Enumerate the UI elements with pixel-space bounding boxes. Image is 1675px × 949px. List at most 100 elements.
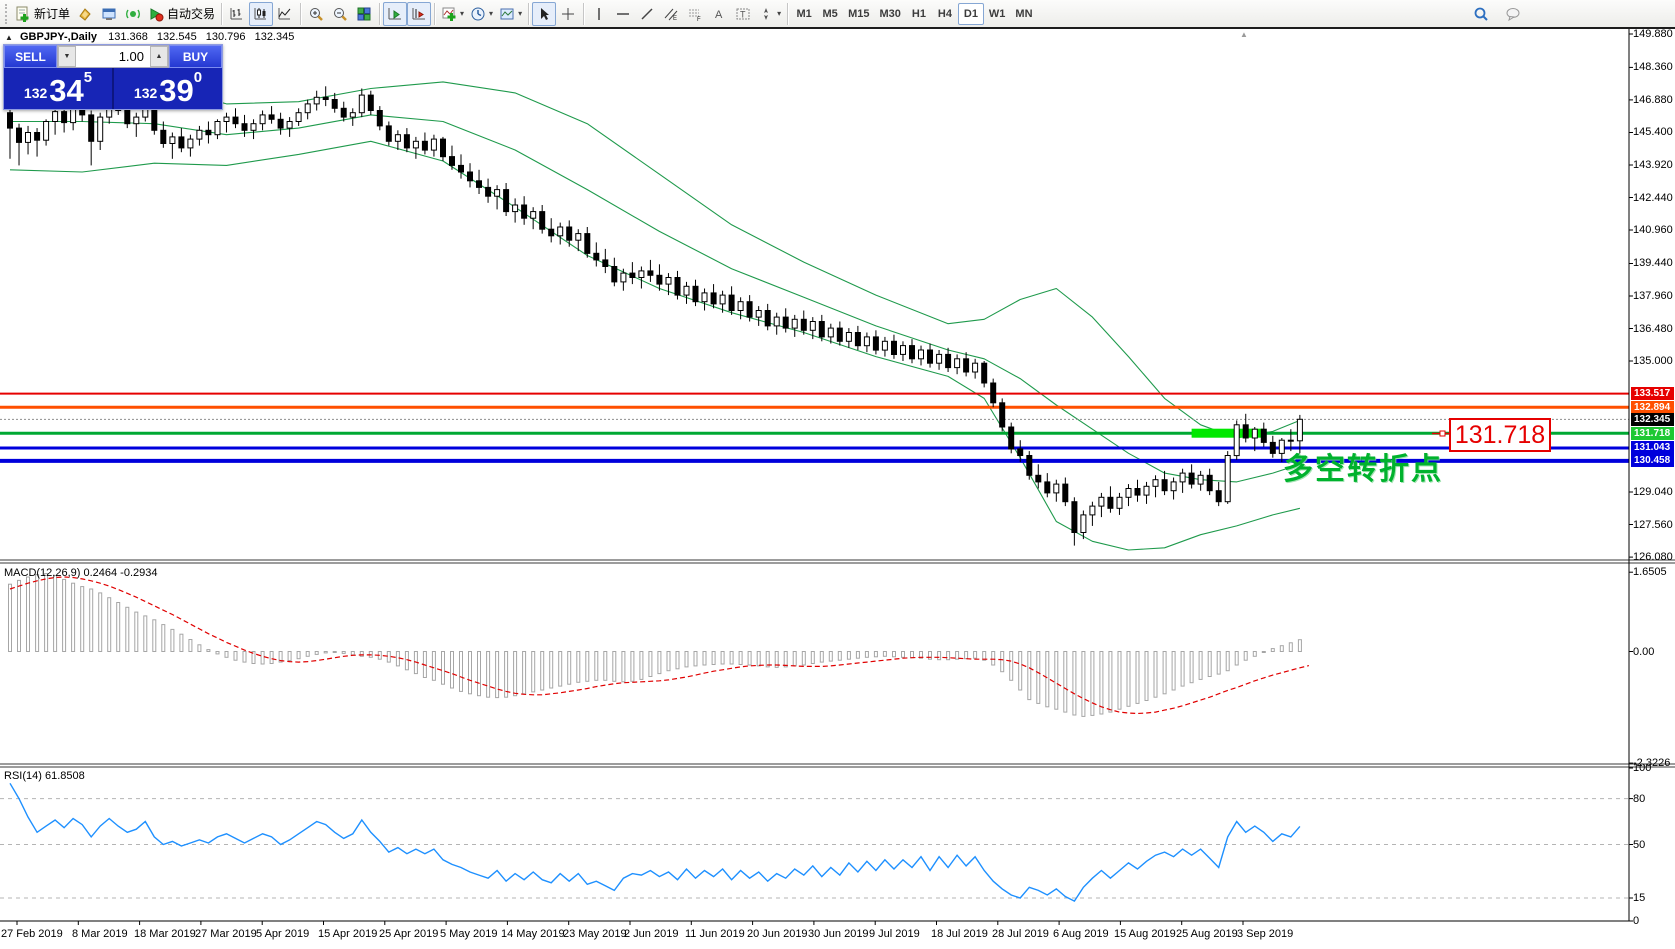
trendline-icon — [639, 6, 655, 22]
tile-windows-button[interactable] — [352, 2, 376, 26]
price-tick-label: 148.360 — [1633, 61, 1673, 73]
candlestick-chart-type-button[interactable] — [249, 1, 274, 26]
search-button[interactable] — [1469, 2, 1493, 26]
price-tick-label: 137.960 — [1633, 290, 1673, 302]
tf-button-M15[interactable]: M15 — [848, 7, 870, 20]
market-watch-icon — [77, 6, 93, 22]
date-tick-label: 18 Mar 2019 — [134, 928, 196, 940]
crosshair-tool-button[interactable] — [556, 2, 580, 26]
line-chart-type-button[interactable] — [273, 2, 297, 26]
data-window-icon — [101, 6, 117, 22]
date-tick-label: 6 Aug 2019 — [1053, 928, 1109, 940]
volume-increase-button[interactable]: ▲ — [150, 46, 168, 67]
buy-price[interactable]: 132 39 0 — [114, 68, 222, 109]
vertical-line-icon — [591, 6, 607, 22]
trendline-tool-button[interactable] — [635, 2, 659, 26]
new-order-button[interactable]: 新订单 — [12, 2, 73, 26]
chat-button[interactable] — [1501, 2, 1525, 26]
tf-button-H4[interactable]: H4 — [937, 7, 952, 20]
tf-button-M1[interactable]: M1 — [796, 7, 812, 20]
horizontal-line-tool-button[interactable] — [611, 2, 635, 26]
price-tick-label: 140.960 — [1633, 224, 1673, 236]
tf-button-M30[interactable]: M30 — [879, 7, 901, 20]
dropdown-caret-icon: ▾ — [777, 9, 782, 18]
dropdown-caret-icon: ▾ — [518, 9, 523, 18]
chart-shift-marker[interactable]: ▲ — [1240, 30, 1248, 39]
periods-button[interactable]: ▾ — [467, 2, 496, 26]
tf-button-M5[interactable]: M5 — [822, 7, 838, 20]
macd-label: MACD(12,26,9) 0.2464 -0.2934 — [4, 567, 158, 579]
chat-icon — [1505, 6, 1521, 22]
fibonacci-tool-button[interactable]: F — [683, 2, 707, 26]
volume-decrease-button[interactable]: ▼ — [58, 46, 76, 67]
macd-tick-label: 0.00 — [1633, 646, 1655, 658]
sell-price[interactable]: 132 34 5 — [4, 68, 114, 109]
price-tag-131.043: 131.043 — [1631, 441, 1674, 454]
arrows-tool-button[interactable]: ▾ — [755, 2, 784, 26]
dropdown-caret-icon: ▾ — [460, 9, 465, 18]
svg-text:T: T — [740, 9, 746, 19]
date-tick-label: 5 May 2019 — [440, 928, 498, 940]
vertical-line-tool-button[interactable] — [587, 2, 611, 26]
toolbar-separator — [528, 2, 530, 25]
date-tick-label: 8 Mar 2019 — [72, 928, 128, 940]
toolbar-separator — [300, 2, 302, 25]
price-tick-label: 139.440 — [1633, 257, 1673, 269]
new-order-icon — [15, 6, 31, 22]
collapse-panel-icon[interactable]: ▲ — [5, 33, 13, 42]
date-tick-label: 2 Jun 2019 — [624, 928, 679, 940]
data-window-button[interactable] — [97, 2, 121, 26]
window-border — [0, 27, 1675, 29]
svg-text:E: E — [673, 16, 677, 22]
price-tick-label: 135.000 — [1633, 355, 1673, 367]
price-callout-box[interactable]: 131.718 — [1449, 418, 1551, 452]
chart-shift-button[interactable] — [407, 1, 432, 26]
tf-button-H1[interactable]: H1 — [911, 7, 926, 20]
date-tick-label: 11 Jun 2019 — [685, 928, 745, 940]
sell-button[interactable]: SELL — [4, 45, 57, 68]
templates-icon — [499, 6, 515, 22]
indicators-button[interactable]: ▾ — [438, 2, 467, 26]
price-tick-label: 149.880 — [1633, 28, 1673, 40]
rsi-tick-label: 80 — [1633, 793, 1646, 805]
annotation-text[interactable]: 多空转折点 — [1283, 453, 1443, 486]
date-tick-label: 15 Aug 2019 — [1114, 928, 1176, 940]
cursor-tool-button[interactable] — [532, 1, 557, 26]
indicators-icon — [441, 6, 457, 22]
text-tool-button[interactable]: A — [707, 2, 731, 26]
rsi-label: RSI(14) 61.8508 — [4, 770, 85, 782]
tile-windows-icon — [356, 6, 372, 22]
date-tick-label: 27 Mar 2019 — [195, 928, 257, 940]
date-tick-label: 23 May 2019 — [563, 928, 627, 940]
templates-button[interactable]: ▾ — [496, 2, 525, 26]
price-tick-label: 146.880 — [1633, 94, 1673, 106]
text-label-tool-button[interactable]: T — [731, 2, 755, 26]
toolbar-separator — [583, 2, 585, 25]
fibonacci-icon: F — [687, 6, 703, 22]
autotrading-button[interactable]: 自动交易 — [145, 2, 218, 26]
channel-tool-button[interactable]: E — [659, 2, 683, 26]
candlestick-chart-icon — [253, 6, 269, 22]
tf-button-W1[interactable]: W1 — [988, 7, 1006, 20]
autotrading-icon — [148, 6, 164, 22]
line-chart-icon — [277, 6, 293, 22]
tf-button-MN[interactable]: MN — [1015, 7, 1033, 20]
chart-shift-icon — [411, 6, 427, 22]
bar-chart-icon — [229, 6, 245, 22]
price-tick-label: 143.920 — [1633, 159, 1673, 171]
market-watch-button[interactable] — [73, 2, 97, 26]
rsi-tick-label: 0 — [1633, 915, 1640, 927]
zoom-in-button[interactable] — [304, 2, 328, 26]
periods-clock-icon — [470, 6, 486, 22]
bar-chart-type-button[interactable] — [225, 2, 249, 26]
zoom-out-button[interactable] — [328, 2, 352, 26]
strategy-tester-button[interactable] — [121, 2, 145, 26]
tf-button-D1[interactable]: D1 — [957, 2, 984, 25]
zoom-out-icon — [332, 6, 348, 22]
buy-button[interactable]: BUY — [169, 45, 222, 68]
auto-scroll-button[interactable] — [383, 1, 408, 26]
buy-price-pips: 39 — [159, 73, 194, 108]
sell-price-pips: 34 — [49, 73, 84, 108]
volume-input[interactable]: 1.00 — [76, 46, 150, 67]
